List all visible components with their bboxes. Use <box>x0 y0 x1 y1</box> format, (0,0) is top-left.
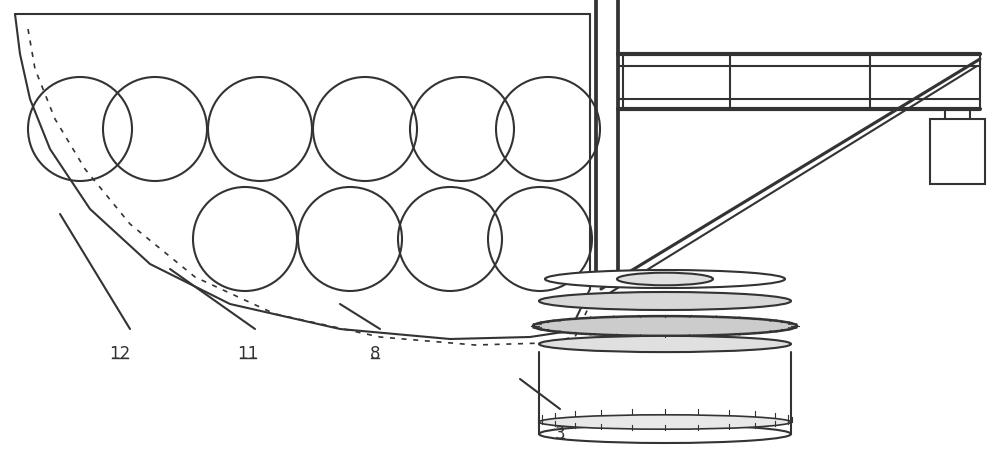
Ellipse shape <box>533 316 797 336</box>
Text: 12: 12 <box>109 344 131 362</box>
Text: 8: 8 <box>370 344 380 362</box>
Text: 11: 11 <box>237 344 259 362</box>
Ellipse shape <box>539 292 791 310</box>
Ellipse shape <box>539 415 791 429</box>
Ellipse shape <box>539 336 791 352</box>
Ellipse shape <box>539 425 791 443</box>
Bar <box>930 120 985 185</box>
Ellipse shape <box>617 273 713 286</box>
Text: 3: 3 <box>555 424 565 442</box>
Ellipse shape <box>545 270 785 288</box>
